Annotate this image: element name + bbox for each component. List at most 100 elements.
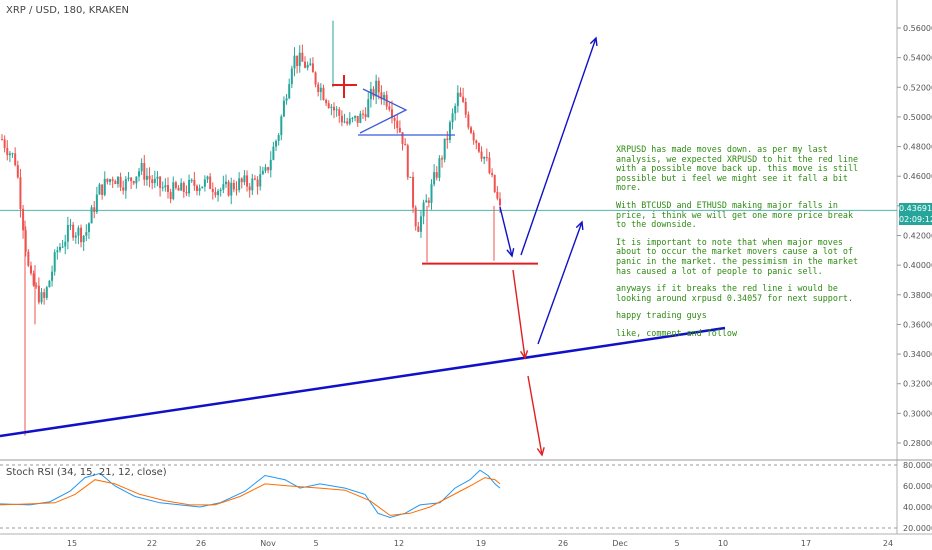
candle-body [32,273,35,286]
candle-body [264,167,267,171]
candle-body [306,64,309,68]
candle-body [111,179,114,182]
candle-body [301,52,304,62]
time-tick-label: 19 [476,539,486,548]
candle-body [354,115,357,118]
candle-body [95,194,98,213]
candle-body [280,116,283,136]
candle-body [443,138,446,160]
candle-body [206,176,209,180]
candle-body [456,92,459,106]
candle-body [77,227,80,236]
time-tick-label: 26 [196,539,206,548]
candle-body [435,172,438,178]
candle-body [93,207,96,213]
candle-body [367,99,370,118]
candle-body [167,185,169,193]
time-tick-label: 10 [718,539,728,548]
candle-body [472,132,475,141]
blue-arrow-up-short [537,221,583,345]
candle-body [64,241,67,247]
candle-body [499,198,501,206]
candle-body [380,92,383,100]
candle-body [419,216,422,232]
candle-body [240,178,243,183]
candle-body [369,88,372,100]
candle-body [496,191,499,199]
candle-body [404,143,407,146]
candle-body [322,87,325,100]
triangle-pattern [359,88,408,134]
candle-body [390,109,393,118]
candle-body [198,188,201,192]
candle-body [467,114,470,128]
candle-body [190,179,193,181]
candle-body [464,101,467,115]
candle-body [69,224,72,226]
candle-body [459,92,462,97]
chart-title: XRP / USD, 180, KRAKEN [6,5,130,16]
candle-body [188,179,191,194]
candle-body [214,192,217,196]
candle-body [138,171,141,177]
time-tick-label: 5 [313,539,318,548]
candle-body [272,146,275,160]
candle-body [3,139,6,148]
candle-body [169,192,172,200]
note-paragraph: happy trading guys [616,310,707,321]
candle-body [298,52,301,67]
note-paragraph: With BTCUSD and ETHUSD making major fall… [616,199,853,230]
analysis-note: XRPUSD has made moves down. as per my la… [616,144,861,347]
candle-body [22,208,25,231]
time-tick-label: 5 [674,539,679,548]
candle-body [412,176,415,208]
candle-body [340,115,343,123]
candle-body [406,145,409,178]
note-paragraph: XRPUSD has made moves down. as per my la… [616,144,859,193]
candle-body [396,120,399,128]
candle-body [203,179,206,187]
candle-body [87,223,90,233]
candle-body [317,84,320,92]
candle-body [224,181,227,185]
candle-body [130,177,133,182]
candle-body [122,187,125,191]
candle-body [448,122,451,140]
candle-body [232,182,235,190]
candle-body [275,140,278,147]
candle-body [29,265,32,274]
candle-body [11,153,14,155]
candle-body [480,151,483,159]
candle-body [156,176,159,179]
candle-body [40,292,43,303]
candle-body [253,178,256,180]
candle-body [85,232,88,236]
candle-body [361,113,364,115]
candle-body [248,186,251,191]
candle-body [256,179,259,187]
candle-body [364,114,367,118]
candle-body [101,184,104,195]
candle-body [417,226,420,232]
candle-body [35,285,38,287]
candle-body [398,127,401,133]
candle-body [90,207,93,224]
blue-arrow-down-head [506,248,515,258]
candle-body [43,292,46,298]
candle-body [238,178,241,191]
candle-body [288,84,291,99]
candle-body [483,156,486,159]
candle-body [61,246,64,248]
candle-body [314,72,317,85]
candle-body [132,181,135,184]
